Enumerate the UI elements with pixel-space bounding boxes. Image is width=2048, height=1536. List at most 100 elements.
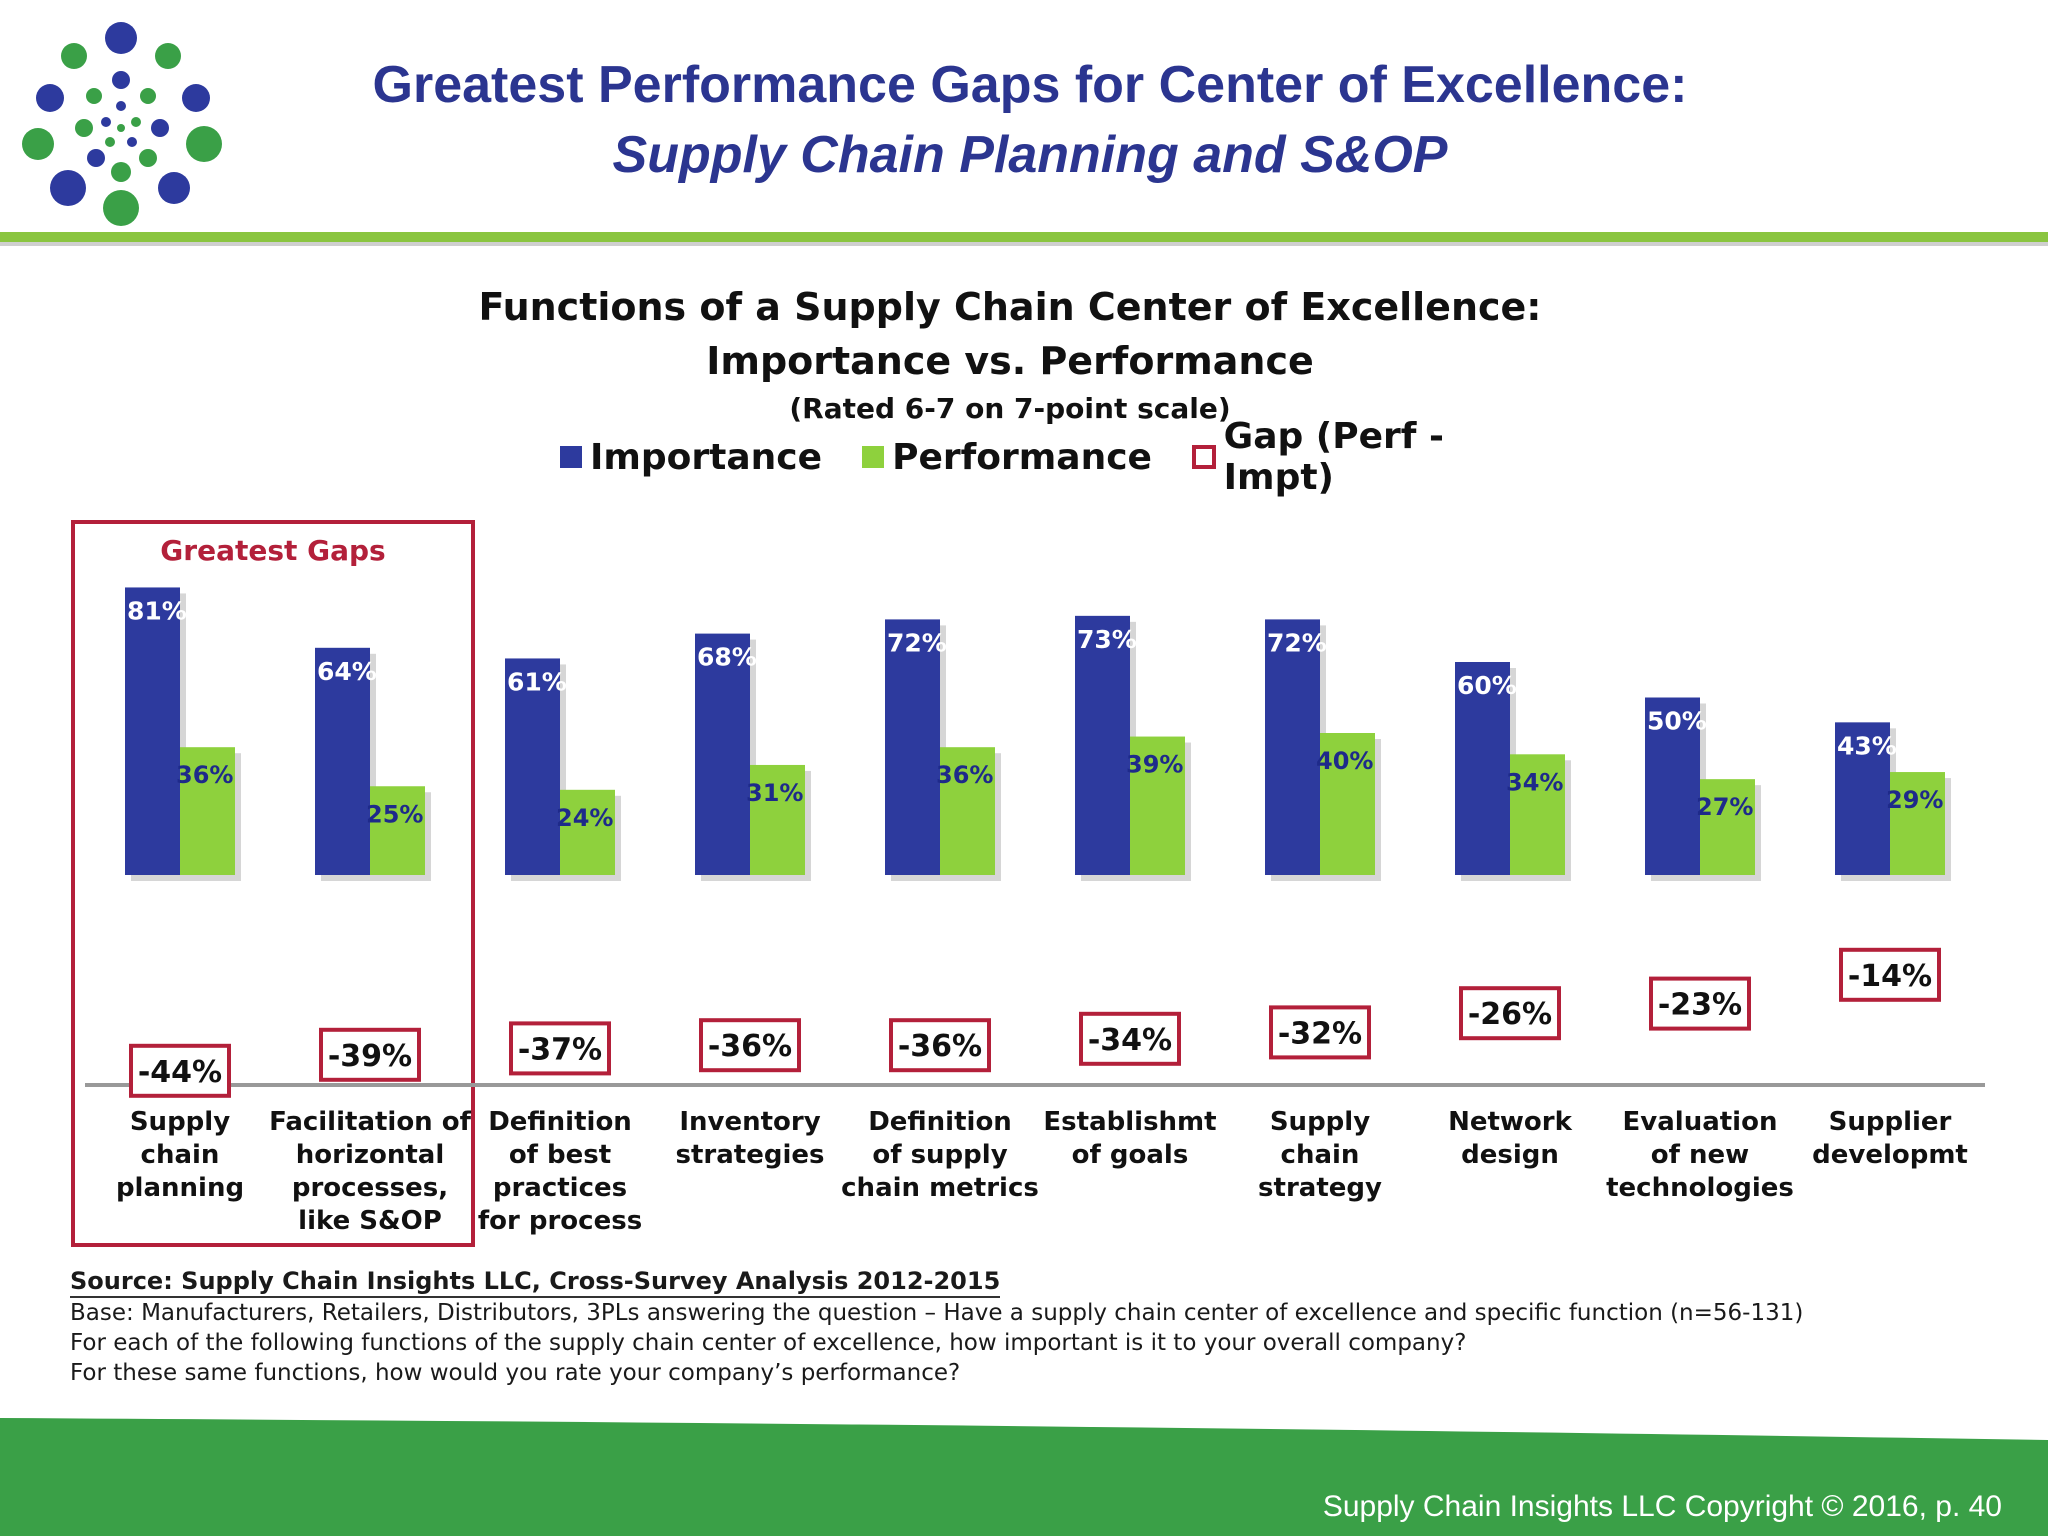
importance-value-label: 72%	[1267, 628, 1327, 657]
category-label: design	[1461, 1140, 1559, 1170]
performance-value-label: 39%	[1126, 751, 1183, 779]
gap-value-label: -34%	[1088, 1023, 1172, 1058]
importance-bar	[1265, 619, 1320, 875]
category-label: Supply	[1270, 1107, 1370, 1137]
legend-item-performance: Performance	[862, 437, 1152, 478]
category-label: horizontal	[296, 1140, 445, 1170]
category-label: strategies	[676, 1140, 825, 1170]
category-label: Network	[1448, 1107, 1573, 1137]
slide-header: Greatest Performance Gaps for Center of …	[0, 0, 2048, 240]
legend-label-importance: Importance	[590, 436, 823, 478]
legend-label-gap: Gap (Perf - Impt)	[1223, 416, 1444, 498]
performance-value-label: 31%	[746, 779, 803, 807]
performance-bar	[1700, 779, 1755, 875]
legend-swatch-gap	[1191, 445, 1216, 469]
gap-box	[319, 1027, 421, 1082]
legend-item-importance: Importance	[560, 437, 822, 478]
performance-value-label: 24%	[556, 804, 613, 832]
performance-bar	[940, 747, 995, 875]
gap-box	[1269, 1005, 1371, 1060]
category-label: of supply	[872, 1140, 1007, 1170]
category-label: for process	[478, 1206, 642, 1236]
performance-bar	[180, 747, 235, 875]
gap-box	[889, 1018, 991, 1073]
performance-value-label: 36%	[176, 761, 233, 789]
performance-bar	[1130, 736, 1185, 875]
base-line: Base: Manufacturers, Retailers, Distribu…	[70, 1300, 1804, 1326]
greatest-gaps-label: Greatest Gaps	[160, 534, 385, 567]
category-label: Definition	[488, 1107, 632, 1137]
importance-value-label: 81%	[127, 596, 187, 625]
category-label: of goals	[1072, 1140, 1189, 1170]
performance-bar	[1890, 772, 1945, 875]
legend-item-gap: Gap (Perf - Impt)	[1191, 416, 1560, 498]
performance-bar	[750, 764, 805, 875]
importance-value-label: 61%	[507, 667, 567, 696]
importance-bar	[125, 587, 180, 875]
chart-subtitle: Importance vs. Performance	[706, 339, 1314, 383]
performance-value-label: 40%	[1316, 747, 1373, 775]
category-label: technologies	[1606, 1173, 1794, 1203]
performance-bar	[1510, 754, 1565, 875]
greatest-gaps-box	[71, 520, 475, 1247]
gap-box	[129, 1043, 231, 1098]
gap-value-label: -44%	[138, 1055, 222, 1090]
category-label: Facilitation of	[269, 1107, 472, 1137]
gap-value-label: -39%	[328, 1039, 412, 1074]
importance-value-label: 50%	[1647, 707, 1707, 736]
bar-chart: Greatest Gaps81%36%-44%Supplychainplanni…	[71, 520, 1985, 1247]
category-label: practices	[493, 1173, 627, 1203]
category-label: of best	[509, 1140, 611, 1170]
gap-value-label: -36%	[708, 1029, 792, 1064]
header-divider	[0, 232, 2048, 242]
gap-value-label: -32%	[1278, 1016, 1362, 1051]
category-label: of new	[1651, 1140, 1749, 1170]
category-label: planning	[116, 1173, 244, 1203]
importance-bar	[695, 633, 750, 875]
legend-label-performance: Performance	[892, 436, 1152, 478]
gap-value-label: -14%	[1848, 959, 1932, 994]
slide-title-line2: Supply Chain Planning and S&OP	[612, 126, 1448, 184]
category-label: Evaluation	[1623, 1107, 1778, 1137]
importance-bar	[1075, 615, 1130, 875]
logo-dots-icon	[22, 22, 222, 226]
gap-box	[1839, 947, 1941, 1002]
importance-bar	[885, 619, 940, 875]
source-line: Source: Supply Chain Insights LLC, Cross…	[70, 1266, 1001, 1298]
category-label: chain metrics	[841, 1173, 1039, 1203]
legend-swatch-performance	[862, 446, 885, 468]
slide-title: Greatest Performance Gaps for Center of …	[250, 50, 1810, 190]
gap-box	[1459, 986, 1561, 1041]
category-label: Supply	[130, 1107, 230, 1137]
gap-box	[509, 1021, 611, 1076]
chart-note: (Rated 6-7 on 7-point scale)	[789, 392, 1231, 425]
importance-bar	[1455, 662, 1510, 875]
performance-bar	[370, 786, 425, 875]
gap-box	[1079, 1011, 1181, 1066]
category-label: processes,	[292, 1173, 448, 1203]
legend-swatch-importance	[560, 446, 582, 468]
importance-value-label: 72%	[887, 628, 947, 657]
importance-value-label: 43%	[1837, 731, 1897, 760]
category-label: chain	[1281, 1140, 1360, 1170]
importance-value-label: 60%	[1457, 671, 1517, 700]
performance-value-label: 36%	[936, 761, 993, 789]
importance-value-label: 68%	[697, 643, 757, 672]
footer-band	[0, 1418, 2048, 1536]
performance-value-label: 34%	[1506, 768, 1563, 796]
gap-box	[1649, 976, 1751, 1031]
category-label: developmt	[1812, 1140, 1968, 1170]
category-label: chain	[141, 1140, 220, 1170]
performance-value-label: 25%	[366, 800, 423, 828]
category-label: Supplier	[1829, 1107, 1952, 1137]
slide-title-line1: Greatest Performance Gaps for Center of …	[372, 56, 1688, 114]
importance-bar	[1835, 722, 1890, 875]
importance-bar	[1645, 697, 1700, 875]
footer-copyright: Supply Chain Insights LLC Copyright © 20…	[1322, 1490, 2002, 1523]
gap-value-label: -23%	[1658, 988, 1742, 1023]
category-label: Definition	[868, 1107, 1012, 1137]
performance-bar	[560, 789, 615, 875]
category-label: Inventory	[679, 1107, 820, 1137]
chart-legend: Importance Performance Gap (Perf - Impt)	[560, 416, 1560, 498]
performance-value-label: 27%	[1696, 793, 1753, 821]
